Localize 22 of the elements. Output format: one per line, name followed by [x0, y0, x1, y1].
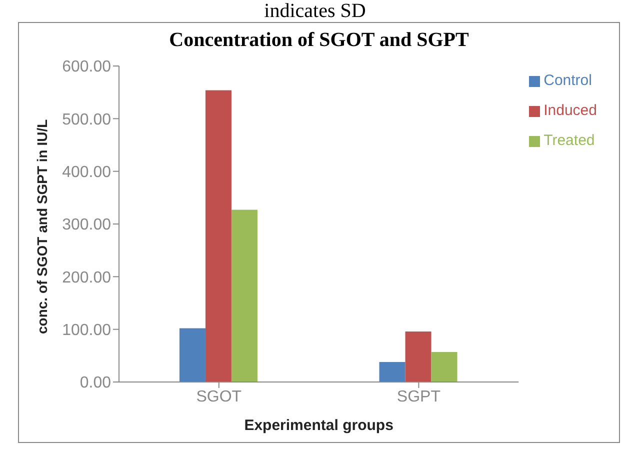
bar	[179, 328, 206, 382]
y-axis-title: conc. of SGOT and SGPT in IU/L	[34, 118, 50, 334]
legend-label: Treated	[544, 132, 595, 149]
x-tick-label: SGPT	[396, 388, 441, 406]
legend-label: Induced	[544, 102, 597, 119]
x-axis-title: Experimental groups	[244, 417, 394, 434]
bar	[405, 331, 432, 382]
y-tick-label: 0.00	[80, 374, 112, 392]
y-tick-label: 300.00	[62, 216, 112, 234]
bar	[231, 210, 258, 382]
y-tick-label: 600.00	[62, 58, 112, 76]
x-tick-label: SGOT	[196, 388, 242, 406]
bar	[379, 362, 406, 382]
legend-label: Control	[544, 72, 592, 89]
y-tick-label: 200.00	[62, 269, 112, 286]
bar	[205, 90, 232, 382]
y-tick-label: 400.00	[62, 164, 112, 182]
chart-title: Concentration of SGOT and SGPT	[168, 29, 470, 52]
y-tick-label: 100.00	[62, 322, 112, 340]
bar	[431, 352, 458, 382]
text: indicates SD	[263, 0, 367, 22]
y-tick-label: 500.00	[62, 111, 112, 128]
